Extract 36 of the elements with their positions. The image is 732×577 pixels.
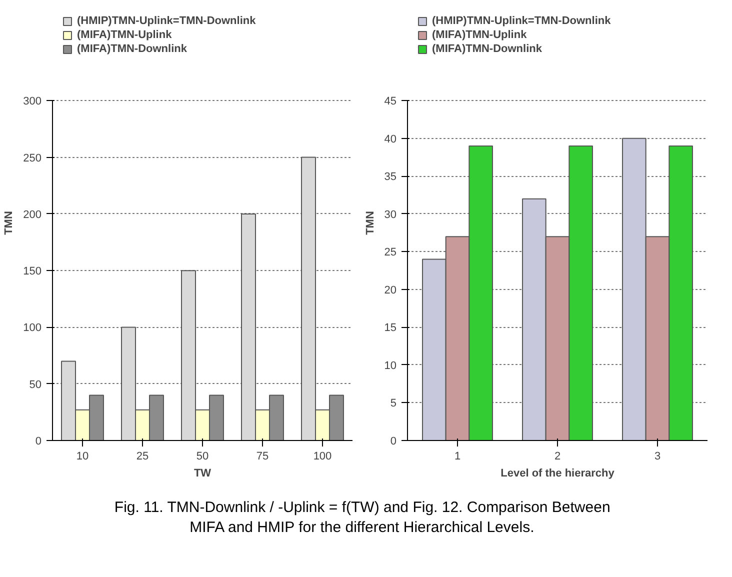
x-tick-label: 75 [256, 450, 269, 462]
x-tick-label: 10 [76, 450, 89, 462]
y-tick-label: 0 [35, 436, 42, 448]
x-tick-label: 1 [454, 450, 461, 462]
legend-label: (MIFA)TMN-Downlink [432, 43, 542, 55]
y-tick-label: 100 [23, 322, 42, 334]
y-axis-title: TMN [364, 211, 376, 235]
y-tick-label: 35 [384, 171, 397, 184]
y-tick-label: 0 [390, 436, 397, 448]
y-tick-label: 30 [384, 208, 397, 221]
caption: Fig. 11. TMN-Downlink / -Uplink = f(TW) and Fig. 12. Comparison Between MIFA and HMIP for the different Hierarchical Levels. [114, 498, 610, 536]
y-tick-label: 200 [23, 208, 42, 221]
y-tick-label: 20 [384, 284, 397, 296]
x-tick-label: 3 [654, 450, 661, 462]
x-tick-label: 2 [554, 450, 561, 462]
y-tick-label: 25 [384, 246, 397, 259]
y-axis-title: TMN [3, 211, 16, 235]
x-tick-label: 100 [313, 450, 332, 462]
x-axis-title: Level of the hierarchy [500, 468, 616, 480]
x-axis-title: TW [194, 468, 212, 480]
y-tick-label: 5 [390, 398, 397, 410]
y-tick-label: 250 [23, 152, 42, 164]
legend-label: (HMIP)TMN-Uplink=TMN-Downlink [432, 15, 611, 27]
legend-label: (MIFA)TMN-Uplink [432, 29, 527, 41]
y-tick-label: 50 [29, 378, 42, 391]
x-tick-label: 50 [196, 450, 209, 462]
y-tick-label: 45 [384, 96, 397, 108]
y-tick-label: 150 [23, 266, 42, 278]
legend-label: (MIFA)TMN-Uplink [77, 29, 172, 41]
y-tick-label: 40 [384, 133, 397, 146]
y-tick-label: 15 [384, 322, 397, 334]
y-tick-label: 10 [384, 360, 397, 372]
y-tick-label: 300 [23, 96, 42, 108]
x-tick-label: 25 [136, 450, 149, 462]
legend-label: (HMIP)TMN-Uplink=TMN-Downlink [77, 15, 256, 27]
legend-label: (MIFA)TMN-Downlink [77, 43, 187, 55]
